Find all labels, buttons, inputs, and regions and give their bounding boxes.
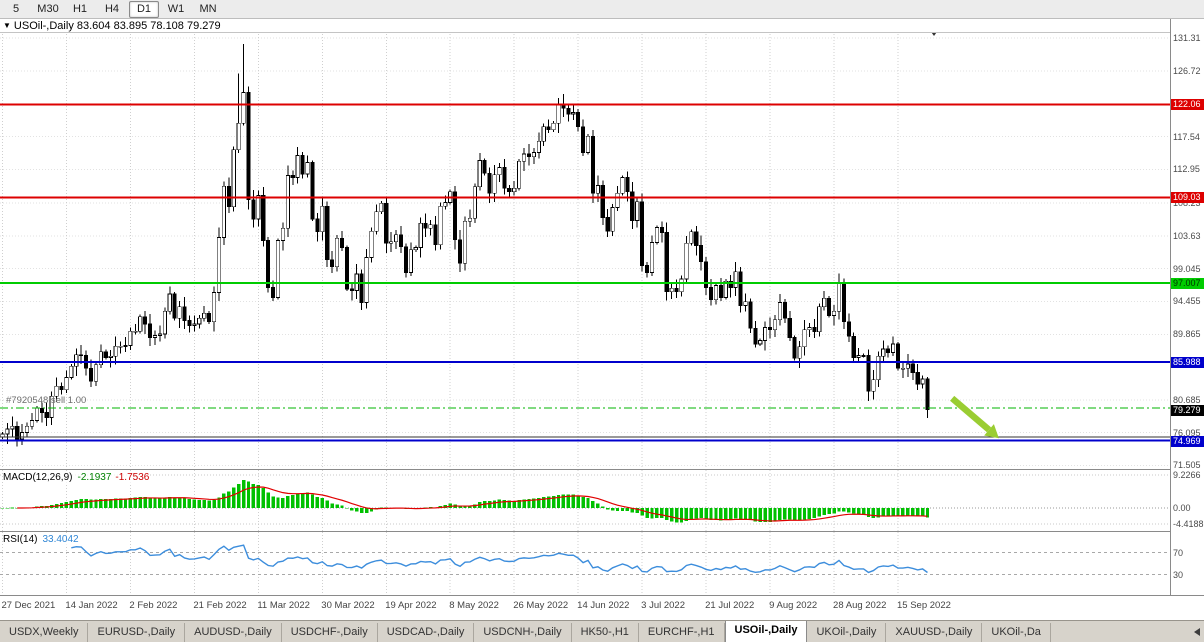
arrow-object[interactable] [950,395,999,439]
chart-tab-ukoil-da[interactable]: UKOil-,Da [982,623,1051,642]
pane-separator[interactable] [0,469,1204,470]
rsi-params: (14) [19,534,38,545]
time-axis[interactable]: 27 Dec 2021 14 Jan 2022 2 Feb 2022 21 Feb 2… [0,596,1170,619]
tab-scroll-left-icon[interactable] [1194,628,1200,636]
symbol-ohlc-text: USOil-,Daily 83.604 83.895 78.108 79.279 [13,20,221,32]
timeframe-button-5[interactable]: 5 [12,2,20,15]
price-axis-label: 94.455 [1173,296,1201,307]
chart-area[interactable]: ▼ USOil-,Daily 83.604 83.895 78.108 79.27… [0,19,1204,620]
price-axis-separator [1170,19,1171,595]
chart-tab-xauusd-daily[interactable]: XAUUSD-,Daily [886,623,983,642]
price-badge: 109.03 [1171,192,1204,204]
timeframe-button-w1[interactable]: W1 [167,2,185,15]
timeframe-toolbar: 5 M30 H1 H4 D1 W1 MN [0,0,1204,19]
timeframe-button-m30[interactable]: M30 [37,2,59,15]
date-label: 27 Dec 2021 [1,600,56,611]
price-axis-label: 117.54 [1173,131,1200,142]
rsi-line [71,544,928,574]
price-axis-label: 112.95 [1173,164,1200,175]
chart-tab-usdx-weekly[interactable]: USDX,Weekly [0,623,89,642]
chart-tab-eurusd-daily[interactable]: EURUSD-,Daily [88,623,186,642]
chart-tab-usoil-daily[interactable]: USOil-,Daily [724,621,808,642]
chart-tab-usdchf-daily[interactable]: USDCHF-,Daily [282,623,378,642]
price-pane[interactable] [0,19,1170,469]
macd-signal-value: -1.7536 [115,472,150,483]
price-badge: 97.007 [1171,278,1204,290]
axis-separator [0,595,1204,596]
price-axis-label: 89.865 [1173,329,1201,340]
date-label: 15 Sep 2022 [897,600,951,611]
macd-histogram [0,479,930,523]
price-axis-label: 131.31 [1173,33,1201,44]
indicator-axis-label: 0.00 [1173,503,1191,514]
candles [0,44,930,447]
macd-signal-line [17,486,928,522]
date-label: 9 Aug 2022 [769,600,818,611]
macd-value: -2.1937 [77,472,112,483]
chart-tab-eurchf-h1[interactable]: EURCHF-,H1 [639,623,725,642]
symbol-dropdown-icon[interactable]: ▼ [3,21,11,30]
chart-tab-audusd-daily[interactable]: AUDUSD-,Daily [185,623,282,642]
rsi-name: RSI [3,534,20,545]
price-axis-label: 80.685 [1173,394,1201,405]
date-label: 30 Mar 2022 [321,600,375,611]
indicator-axis-label: 30 [1173,569,1184,580]
macd-pane[interactable] [0,470,1170,531]
date-label: 2 Feb 2022 [129,600,178,611]
date-label: 21 Feb 2022 [193,600,247,611]
chart-header: ▼ USOil-,Daily 83.604 83.895 78.108 79.27… [0,19,1170,33]
chart-tab-ukoil-daily[interactable]: UKOil-,Daily [807,623,887,642]
timeframe-button-h1[interactable]: H1 [72,2,88,15]
price-badge: 74.969 [1171,435,1204,447]
chart-tab-usdcnh-daily[interactable]: USDCNH-,Daily [474,623,572,642]
chart-tab-hk50-h1[interactable]: HK50-,H1 [572,623,639,642]
timeframe-button-d1[interactable]: D1 [129,0,159,18]
date-label: 26 May 2022 [513,600,569,611]
date-label: 14 Jun 2022 [577,600,630,611]
chart-tab-bar: USDX,Weekly EURUSD-,Daily AUDUSD-,Daily USD… [0,620,1204,642]
date-label: 3 Jul 2022 [641,600,685,611]
indicator-axis-label: 9.2266 [1173,470,1201,480]
date-label: 19 Apr 2022 [385,600,437,611]
indicator-axis-label: -4.4188 [1173,519,1204,529]
open-order-label: #7920548 sell 1.00 [6,394,87,406]
rsi-indicator-label: RSI(14) 33.4042 [3,534,79,546]
rsi-pane[interactable] [0,532,1170,595]
price-axis-label: 76.095 [1173,427,1201,438]
rsi-value: 33.4042 [42,534,79,545]
price-axis-label: 99.045 [1173,263,1201,274]
chart-tab-usdcad-daily[interactable]: USDCAD-,Daily [378,623,475,642]
price-axis-label: 126.72 [1173,66,1201,76]
timeframe-button-mn[interactable]: MN [199,2,217,15]
indicator-axis-label: 70 [1173,547,1184,558]
price-axis-label: 71.505 [1173,460,1201,471]
price-badge: 85.988 [1171,356,1204,368]
macd-indicator-label: MACD(12,26,9) -2.1937 -1.7536 [3,472,150,484]
price-axis[interactable]: 131.31126.72117.54112.95108.23103.6399.0… [1171,19,1204,595]
pane-separator[interactable] [0,531,1204,532]
date-label: 8 May 2022 [449,600,499,611]
date-label: 14 Jan 2022 [65,600,118,611]
macd-params: (12,26,9) [32,472,73,483]
macd-name: MACD [3,472,33,483]
price-axis-label: 103.63 [1173,230,1201,241]
price-badge: 122.06 [1171,99,1204,111]
date-label: 11 Mar 2022 [257,600,310,611]
price-badge: 79.279 [1171,404,1204,416]
timeframe-button-h4[interactable]: H4 [104,2,120,15]
date-label: 21 Jul 2022 [705,600,755,611]
date-label: 28 Aug 2022 [833,600,887,611]
